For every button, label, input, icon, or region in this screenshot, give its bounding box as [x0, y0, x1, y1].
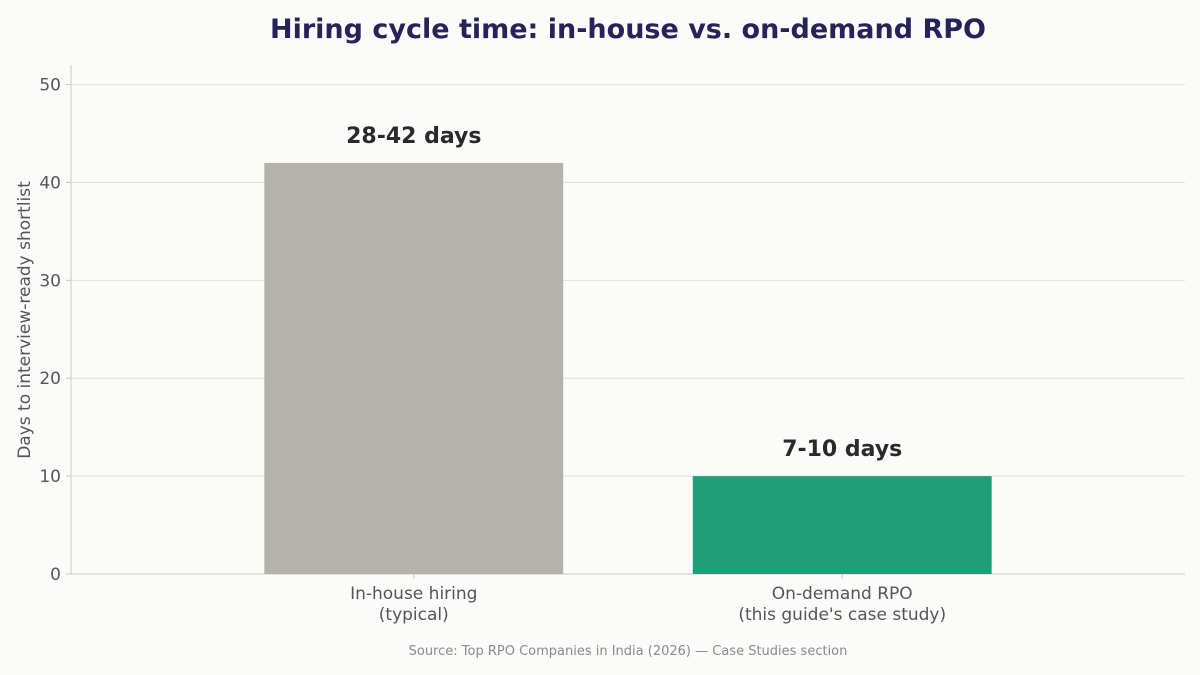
- y-tick-label: 0: [50, 565, 61, 585]
- y-tick-label: 20: [39, 369, 61, 389]
- axes: [66, 65, 1185, 579]
- gridlines: [71, 84, 1185, 575]
- y-axis-label: Days to interview-ready shortlist: [15, 181, 35, 459]
- bar-1: [692, 476, 992, 574]
- x-category-label: On-demand RPO: [772, 584, 913, 604]
- y-tick-label: 50: [39, 76, 61, 96]
- bar-data-label: 7-10 days: [782, 437, 902, 462]
- bar-0: [264, 162, 564, 574]
- y-tick-label: 30: [39, 271, 61, 291]
- x-category-label: (typical): [379, 605, 449, 625]
- x-category-label: In-house hiring: [350, 584, 477, 604]
- chart-title: Hiring cycle time: in-house vs. on-deman…: [270, 14, 986, 45]
- y-tick-label: 10: [39, 467, 61, 487]
- y-tick-label: 40: [39, 173, 61, 193]
- source-note: Source: Top RPO Companies in India (2026…: [409, 644, 848, 659]
- bar-data-label: 28-42 days: [346, 124, 481, 149]
- x-category-label: (this guide's case study): [738, 605, 946, 625]
- bars: [264, 162, 992, 574]
- tick-labels: 0 10 20 30 40 50 In-house hiring(typical) On-de…: [39, 76, 946, 625]
- data-labels: 28-42 days 7-10 days: [346, 124, 902, 462]
